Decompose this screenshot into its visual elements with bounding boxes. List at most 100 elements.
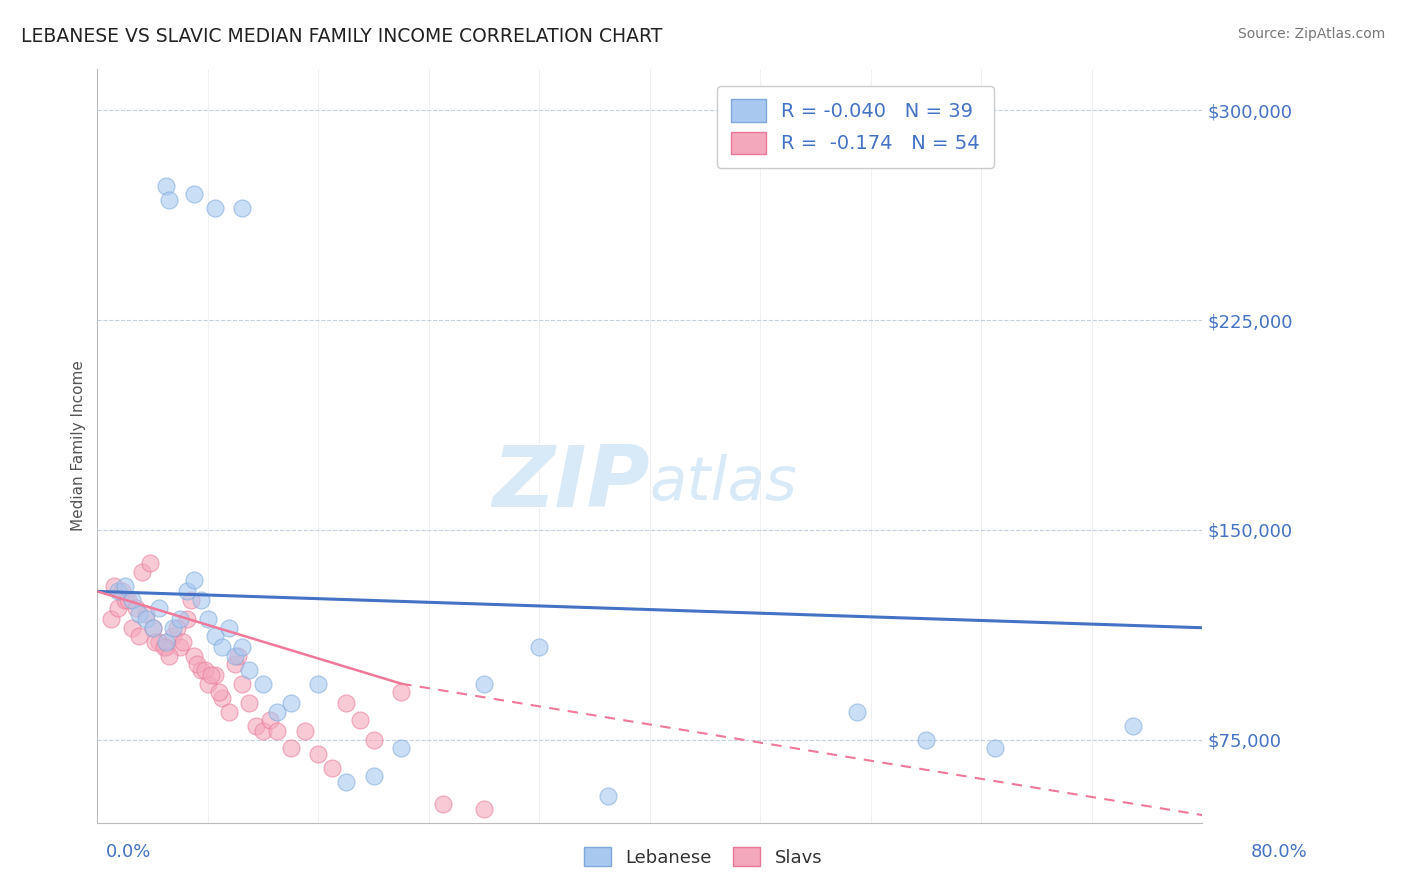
Point: [152, 640, 174, 655]
Point: [180, 592, 202, 607]
Point: [218, 705, 240, 719]
Point: [224, 657, 246, 672]
Point: [231, 676, 253, 690]
Point: [638, 845, 661, 859]
Point: [266, 705, 288, 719]
Point: [148, 634, 170, 648]
Point: [211, 640, 233, 655]
Point: [259, 713, 281, 727]
Point: [569, 830, 592, 845]
Point: [349, 713, 371, 727]
Point: [176, 612, 198, 626]
Text: LEBANESE VS SLAVIC MEDIAN FAMILY INCOME CORRELATION CHART: LEBANESE VS SLAVIC MEDIAN FAMILY INCOME …: [21, 27, 662, 45]
Point: [204, 629, 226, 643]
Point: [100, 612, 122, 626]
Point: [245, 718, 267, 732]
Point: [218, 621, 240, 635]
Point: [252, 676, 274, 690]
Point: [155, 640, 177, 655]
Point: [197, 612, 219, 626]
Point: [155, 634, 177, 648]
Y-axis label: Median Family Income: Median Family Income: [72, 360, 86, 532]
Point: [598, 789, 620, 803]
Point: [208, 685, 231, 699]
Point: [294, 724, 316, 739]
Text: atlas: atlas: [650, 454, 797, 513]
Point: [845, 705, 868, 719]
Point: [128, 629, 150, 643]
Point: [529, 640, 551, 655]
Point: [200, 668, 222, 682]
Point: [190, 663, 212, 677]
Point: [169, 640, 191, 655]
Point: [231, 202, 253, 216]
Text: Source: ZipAtlas.com: Source: ZipAtlas.com: [1237, 27, 1385, 41]
Point: [224, 648, 246, 663]
Point: [472, 803, 495, 817]
Point: [183, 573, 205, 587]
Point: [103, 579, 125, 593]
Point: [142, 621, 165, 635]
Point: [139, 557, 162, 571]
Point: [162, 621, 184, 635]
Point: [363, 769, 385, 783]
Legend: R = -0.040   N = 39, R =  -0.174   N = 54: R = -0.040 N = 39, R = -0.174 N = 54: [717, 86, 994, 168]
Point: [389, 685, 412, 699]
Point: [176, 584, 198, 599]
Point: [238, 696, 260, 710]
Point: [107, 601, 129, 615]
Point: [186, 657, 208, 672]
Point: [204, 668, 226, 682]
Point: [238, 663, 260, 677]
Point: [321, 760, 343, 774]
Point: [114, 579, 136, 593]
Point: [204, 202, 226, 216]
Point: [117, 592, 139, 607]
Point: [125, 601, 148, 615]
Point: [1122, 718, 1144, 732]
Point: [111, 584, 134, 599]
Point: [335, 774, 357, 789]
Point: [166, 621, 188, 635]
Text: 0.0%: 0.0%: [105, 843, 150, 861]
Text: ZIP: ZIP: [492, 442, 650, 525]
Point: [432, 797, 454, 811]
Point: [157, 648, 180, 663]
Point: [114, 592, 136, 607]
Point: [121, 592, 143, 607]
Point: [194, 663, 217, 677]
Point: [183, 187, 205, 202]
Point: [183, 648, 205, 663]
Point: [162, 629, 184, 643]
Point: [121, 621, 143, 635]
Point: [135, 607, 157, 621]
Point: [190, 592, 212, 607]
Point: [131, 565, 153, 579]
Point: [335, 696, 357, 710]
Point: [363, 732, 385, 747]
Point: [107, 584, 129, 599]
Point: [280, 741, 302, 756]
Point: [197, 676, 219, 690]
Point: [172, 634, 194, 648]
Point: [157, 193, 180, 207]
Point: [915, 732, 938, 747]
Legend: Lebanese, Slavs: Lebanese, Slavs: [576, 840, 830, 874]
Point: [142, 621, 165, 635]
Point: [307, 747, 329, 761]
Point: [211, 690, 233, 705]
Point: [280, 696, 302, 710]
Point: [135, 612, 157, 626]
Point: [231, 640, 253, 655]
Point: [128, 607, 150, 621]
Point: [252, 724, 274, 739]
Point: [169, 612, 191, 626]
Point: [307, 676, 329, 690]
Point: [148, 601, 170, 615]
Point: [155, 178, 177, 193]
Point: [226, 648, 249, 663]
Point: [984, 741, 1007, 756]
Point: [143, 634, 166, 648]
Point: [389, 741, 412, 756]
Point: [266, 724, 288, 739]
